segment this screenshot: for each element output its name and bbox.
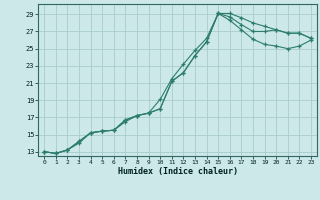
X-axis label: Humidex (Indice chaleur): Humidex (Indice chaleur) [118, 167, 238, 176]
